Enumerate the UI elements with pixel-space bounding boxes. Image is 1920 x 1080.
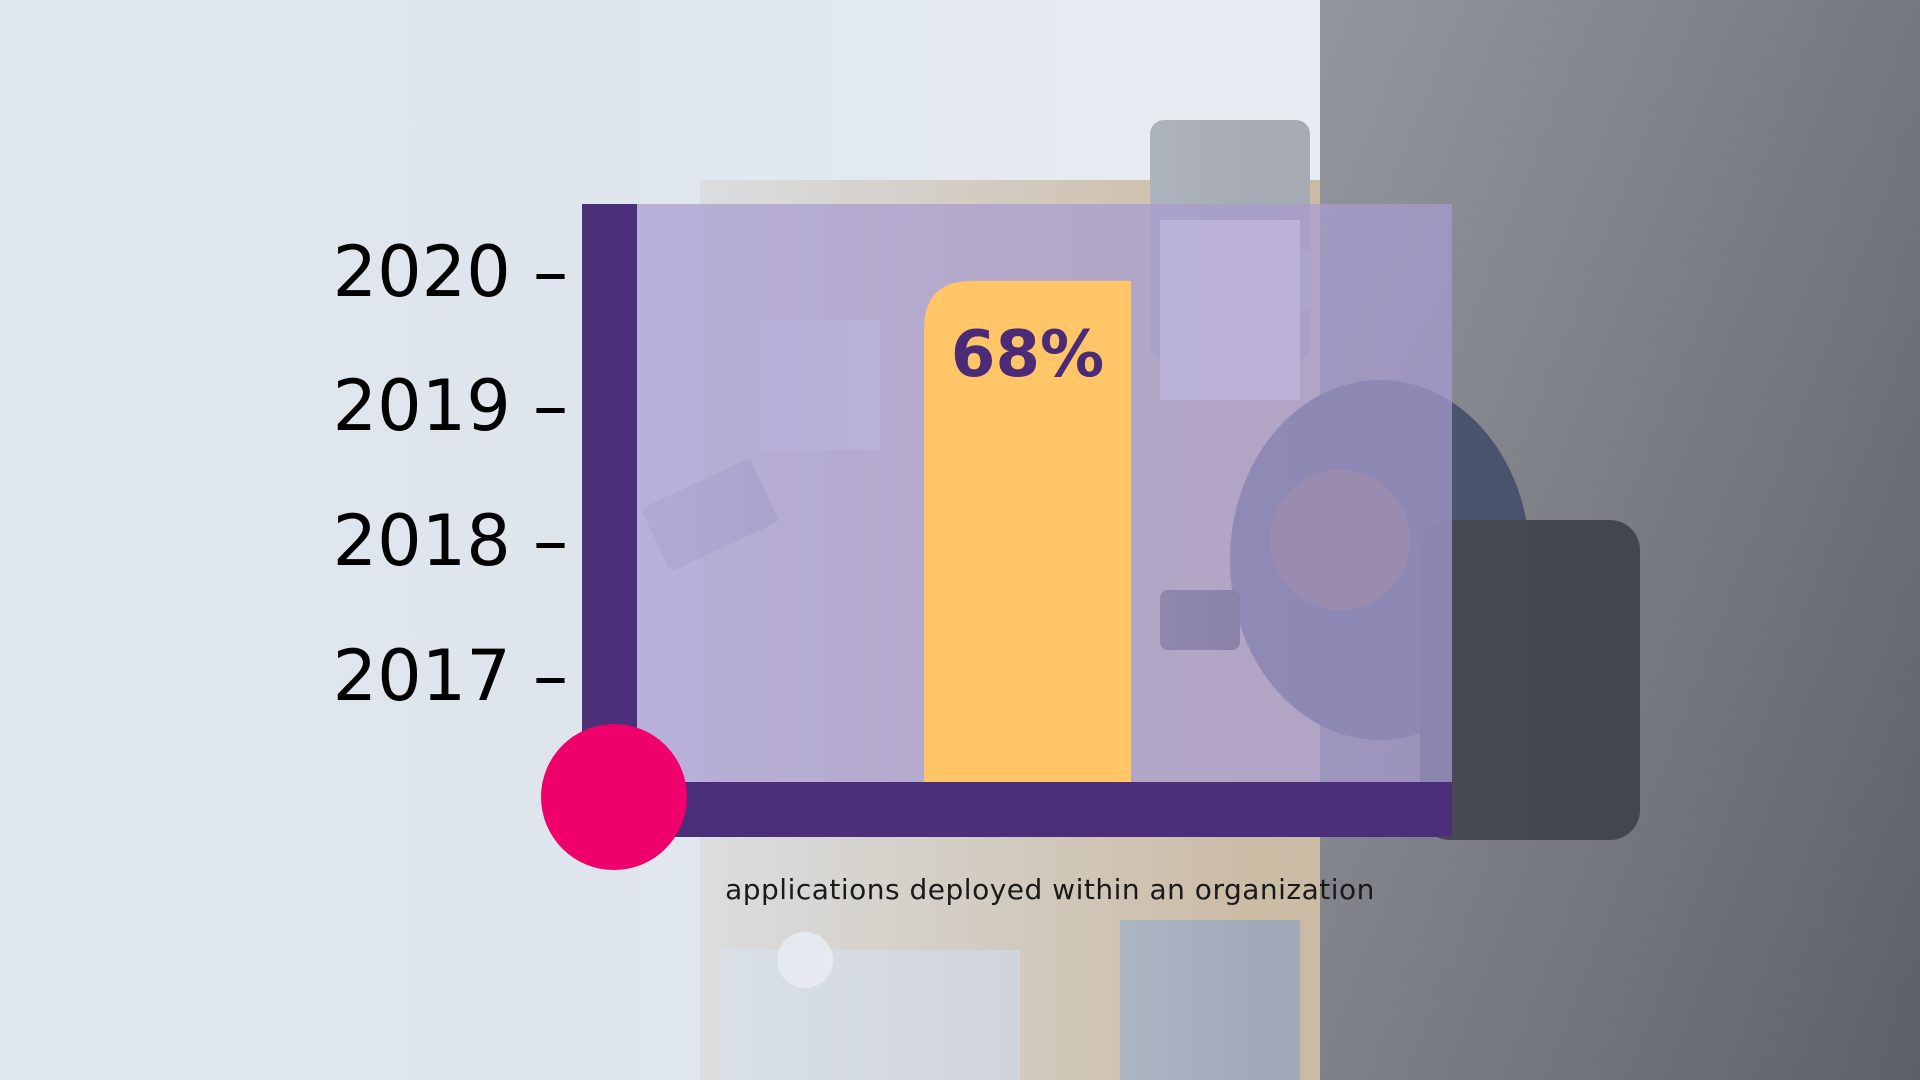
y-tick-label: 2019 –: [333, 365, 568, 447]
origin-dot: [541, 724, 687, 870]
bar: [924, 280, 1131, 782]
y-tick-label: 2020 –: [333, 231, 568, 313]
bar-value-label: 68%: [951, 318, 1104, 392]
y-tick-label: 2017 –: [333, 635, 568, 717]
x-axis: [582, 782, 1452, 837]
chart-caption: applications deployed within an organiza…: [725, 873, 1375, 906]
y-tick-label: 2018 –: [333, 500, 568, 582]
